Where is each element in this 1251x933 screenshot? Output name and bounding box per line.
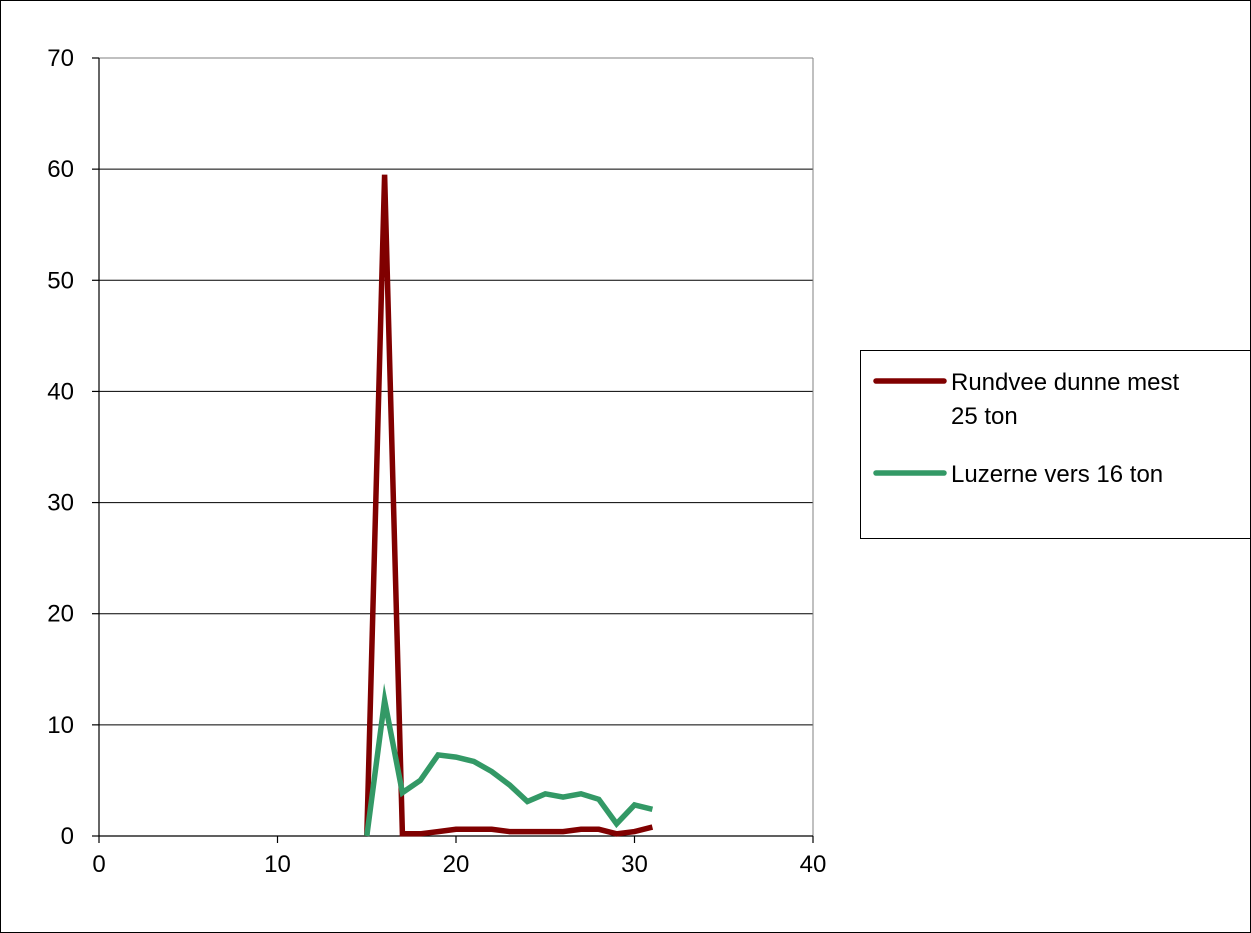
series-line-2: [364, 683, 654, 837]
legend-label-1: 25 ton: [951, 403, 1018, 430]
series-lines: [364, 174, 654, 837]
legend: Rundvee dunne mest 25 ton Luzerne vers 16 …: [860, 350, 1251, 539]
axes: 0 10 20 30 40 50 60 70 0 10 20 30 40: [47, 45, 826, 878]
y-tick-label: 10: [47, 712, 74, 739]
gridlines: [99, 57, 813, 726]
x-tick-label: 10: [264, 851, 291, 878]
y-tick-label: 40: [47, 378, 74, 405]
y-tick-label: 60: [47, 156, 74, 183]
series-line-1: [364, 174, 654, 837]
y-tick-label: 50: [47, 267, 74, 294]
legend-label-1: Rundvee dunne mest: [951, 369, 1179, 396]
x-tick-label: 40: [800, 851, 827, 878]
x-tick-label: 20: [443, 851, 470, 878]
y-tick-label: 30: [47, 490, 74, 517]
y-tick-label: 70: [47, 45, 74, 72]
x-tick-label: 30: [621, 851, 648, 878]
legend-label-2: Luzerne vers 16 ton: [951, 461, 1163, 488]
y-tick-label: 20: [47, 601, 74, 628]
y-tick-label: 0: [61, 823, 74, 850]
x-tick-label: 0: [92, 851, 105, 878]
